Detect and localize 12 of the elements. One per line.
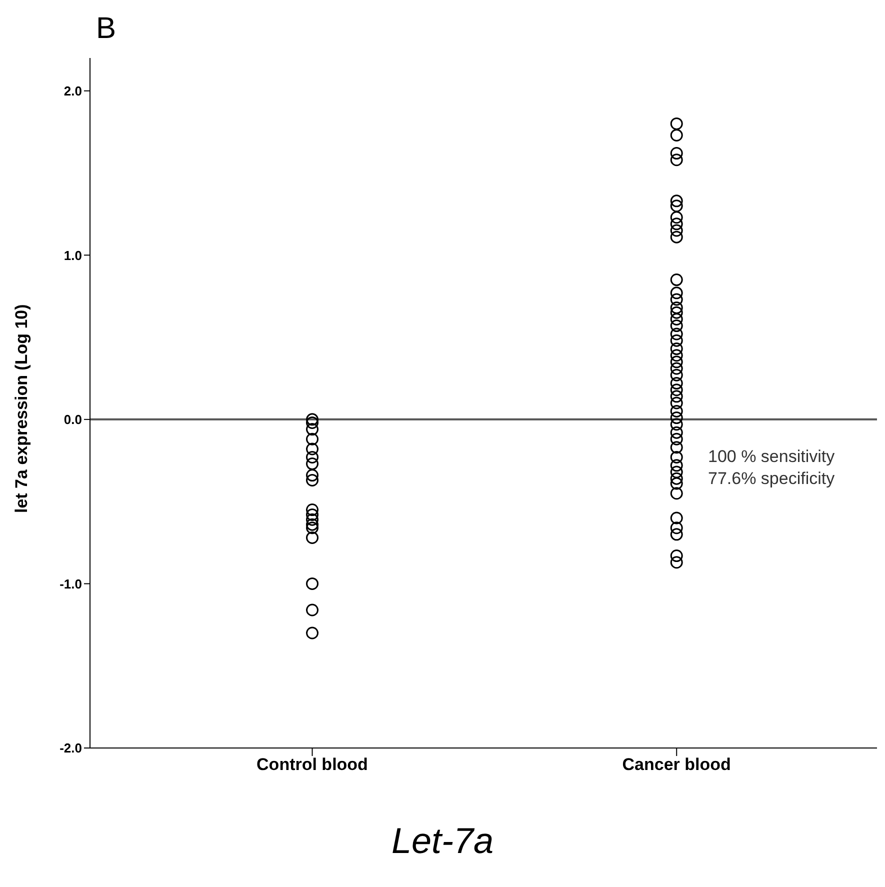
y-tick-label: 1.0: [64, 248, 82, 263]
y-tick-label: -1.0: [60, 576, 82, 592]
x-tick-label: Control blood: [256, 755, 368, 774]
y-tick-label: 2.0: [64, 83, 82, 98]
y-tick-label: 0.0: [64, 412, 82, 428]
y-tick-label: -2.0: [60, 740, 82, 756]
annotation: 77.6% specificity: [708, 468, 835, 490]
text: B: [96, 12, 116, 46]
x-tick-label: Cancer blood: [622, 755, 731, 774]
text: Let-7a: [390, 820, 495, 862]
y-axis-title: let 7a expression (Log 10): [12, 304, 32, 513]
annotation: 100 % sensitivity: [708, 446, 835, 468]
